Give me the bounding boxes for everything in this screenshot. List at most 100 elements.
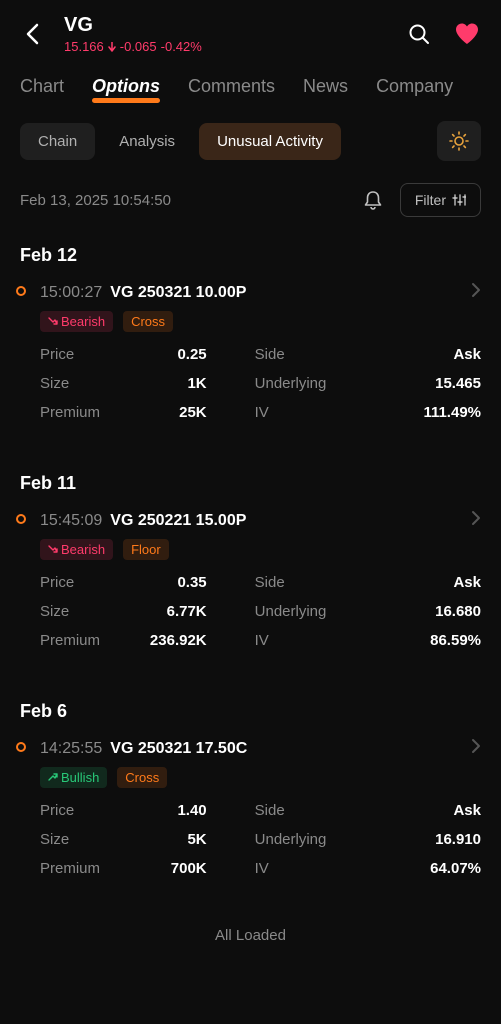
detail-value: 0.25 [100,346,255,363]
detail-value: 16.680 [326,603,481,620]
detail-label: IV [255,404,327,421]
detail-label: Premium [40,404,100,421]
timeline-dot-icon [16,742,26,752]
tags-row: Bullish Cross [40,767,481,788]
sub-tabs: Chain Analysis Unusual Activity [0,109,501,161]
activity-entry[interactable]: 15:45:09 VG 250221 15.00P Bearish Floor … [20,510,481,649]
activity-list: Feb 12 15:00:27 VG 250321 10.00P Bearish… [0,229,501,877]
detail-value: 1.40 [100,802,255,819]
detail-label: Price [40,346,100,363]
sentiment-label: Bullish [61,770,99,785]
group-date: Feb 11 [20,473,481,494]
filter-label: Filter [415,192,446,208]
entry-header: 15:00:27 VG 250321 10.00P [40,282,481,303]
theme-toggle-button[interactable] [437,121,481,161]
entry-contract: VG 250221 15.00P [110,512,463,530]
price-change-abs: -0.065 [120,39,157,54]
detail-label: IV [255,860,327,877]
detail-value: Ask [326,802,481,819]
entry-header: 15:45:09 VG 250221 15.00P [40,510,481,531]
entry-header: 14:25:55 VG 250321 17.50C [40,738,481,759]
chevron-right-icon [471,282,481,303]
detail-value: 64.07% [326,860,481,877]
activity-group: Feb 11 15:45:09 VG 250221 15.00P Bearish… [0,457,501,649]
alerts-button[interactable] [362,188,386,212]
detail-value: 86.59% [326,632,481,649]
detail-value: 6.77K [100,603,255,620]
detail-label: Price [40,802,100,819]
arrow-down-icon [108,42,116,52]
entry-contract: VG 250321 17.50C [110,740,463,758]
tab-company[interactable]: Company [376,76,453,97]
detail-label: Size [40,603,100,620]
activity-entry[interactable]: 15:00:27 VG 250321 10.00P Bearish Cross … [20,282,481,421]
detail-label: Size [40,831,100,848]
chevron-left-icon [25,23,39,45]
details-grid: Price 0.35 Side Ask Size 6.77K Underlyin… [40,574,481,649]
detail-label: Premium [40,632,100,649]
price-change-pct: -0.42% [161,39,202,54]
chevron-right-icon [471,510,481,531]
tags-row: Bearish Cross [40,311,481,332]
sentiment-tag: Bearish [40,539,113,560]
detail-value: 5K [100,831,255,848]
group-date: Feb 12 [20,245,481,266]
tab-options[interactable]: Options [92,76,160,97]
trend-icon [48,314,58,329]
favorite-button[interactable] [453,20,481,48]
detail-value: 236.92K [100,632,255,649]
detail-value: 15.465 [326,375,481,392]
all-loaded-label: All Loaded [0,913,501,964]
subtab-analysis[interactable]: Analysis [105,123,189,160]
entry-time: 15:45:09 [40,512,102,530]
timeline-dot-icon [16,514,26,524]
subtab-unusual-activity[interactable]: Unusual Activity [199,123,341,160]
activity-group: Feb 6 14:25:55 VG 250321 17.50C Bullish … [0,685,501,877]
main-tabs: Chart Options Comments News Company [0,60,501,109]
detail-label: Side [255,802,327,819]
search-icon [407,22,431,46]
detail-label: Underlying [255,831,327,848]
detail-label: IV [255,632,327,649]
title-block: VG 15.166 -0.065 -0.42% [64,14,405,54]
trend-icon [48,770,58,785]
activity-entry[interactable]: 14:25:55 VG 250321 17.50C Bullish Cross … [20,738,481,877]
flag-tag: Floor [123,539,169,560]
price-value: 15.166 [64,39,104,54]
entry-contract: VG 250321 10.00P [110,284,463,302]
detail-label: Side [255,346,327,363]
group-date: Feb 6 [20,701,481,722]
status-row: Feb 13, 2025 10:54:50 Filter [0,161,501,229]
tab-news[interactable]: News [303,76,348,97]
detail-label: Premium [40,860,100,877]
back-button[interactable] [20,22,44,46]
price-line: 15.166 -0.065 -0.42% [64,39,405,54]
sliders-icon [452,193,466,207]
heart-icon [454,22,480,46]
tab-chart[interactable]: Chart [20,76,64,97]
search-button[interactable] [405,20,433,48]
detail-value: 700K [100,860,255,877]
trend-icon [48,542,58,557]
details-grid: Price 0.25 Side Ask Size 1K Underlying 1… [40,346,481,421]
ticker-symbol: VG [64,14,405,37]
subtab-chain[interactable]: Chain [20,123,95,160]
details-grid: Price 1.40 Side Ask Size 5K Underlying 1… [40,802,481,877]
activity-group: Feb 12 15:00:27 VG 250321 10.00P Bearish… [0,229,501,421]
sentiment-tag: Bearish [40,311,113,332]
entry-time: 14:25:55 [40,740,102,758]
detail-value: 16.910 [326,831,481,848]
chevron-right-icon [471,738,481,759]
tab-comments[interactable]: Comments [188,76,275,97]
detail-label: Price [40,574,100,591]
entry-time: 15:00:27 [40,284,102,302]
detail-label: Underlying [255,375,327,392]
header-actions [405,20,481,48]
flag-tag: Cross [117,767,167,788]
bell-icon [362,189,384,211]
sentiment-label: Bearish [61,542,105,557]
detail-value: Ask [326,574,481,591]
header-bar: VG 15.166 -0.065 -0.42% [0,0,501,60]
filter-button[interactable]: Filter [400,183,481,217]
detail-value: 0.35 [100,574,255,591]
